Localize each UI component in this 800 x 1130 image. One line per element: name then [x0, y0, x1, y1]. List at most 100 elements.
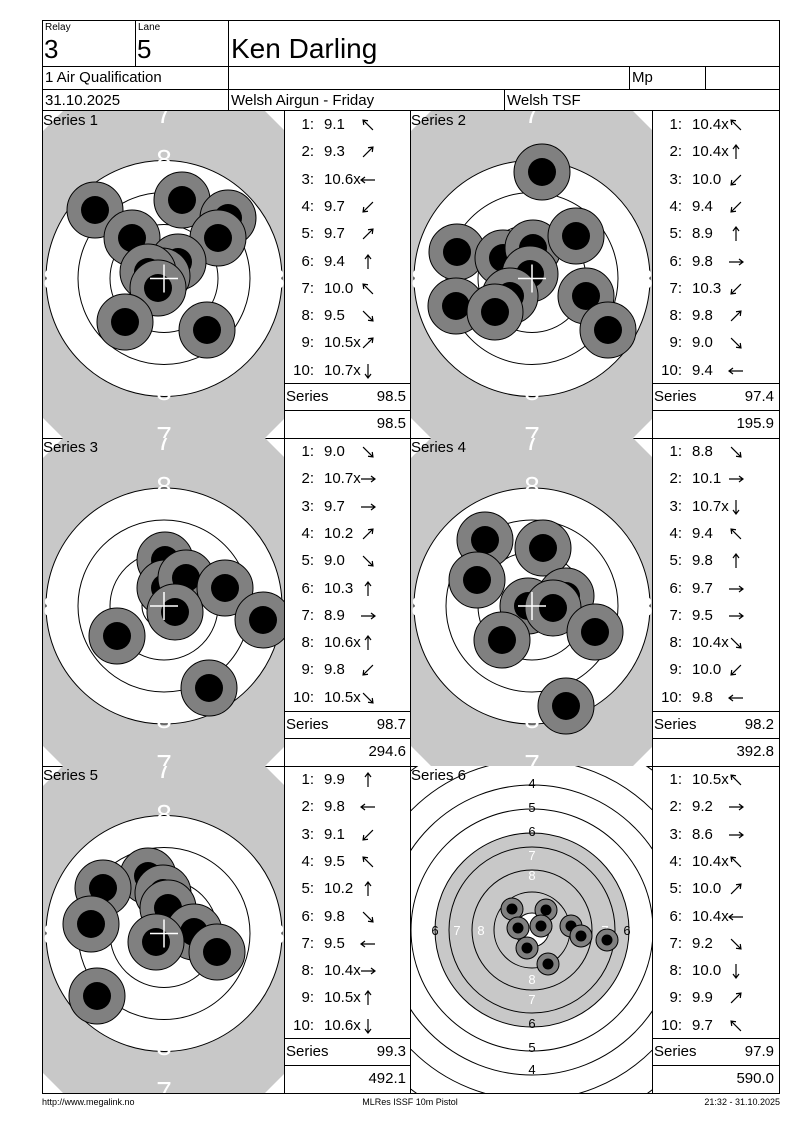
ring-number: 6	[528, 1016, 535, 1031]
target-zoom-5: 7 8 8 7 8 8	[43, 766, 285, 1093]
lane-label: Lane	[138, 22, 161, 33]
shot-value: 10.4x	[692, 852, 729, 870]
shot-value: 9.9	[324, 771, 345, 788]
shot-value: 10.6x	[324, 170, 361, 188]
shot-number: 7:	[669, 279, 682, 297]
direction-arrow-icon	[730, 119, 742, 131]
direction-arrow-icon	[360, 940, 375, 948]
shot-value: 9.2	[692, 798, 713, 816]
shot-number: 4:	[301, 852, 314, 870]
shot-number: 10:	[661, 361, 682, 379]
cumulative-total-value: 590.0	[736, 1070, 774, 1087]
target-zoom-1: 7 8 8 7 8 8	[43, 111, 285, 438]
ring-number: 8	[43, 591, 59, 622]
ring-number: 8	[637, 591, 653, 622]
shot-value: 9.5	[692, 606, 713, 624]
shot-value: 9.8	[692, 252, 713, 270]
shot-number: 7:	[301, 606, 314, 624]
target-zoom-4: 7 8 8 7 8 8	[411, 438, 653, 766]
ring-number: 8	[156, 703, 172, 734]
shot-value: 9.5	[324, 852, 345, 870]
shot-value: 10.0	[692, 962, 722, 980]
ring-number: 6	[431, 923, 438, 938]
shot-number: 9:	[301, 334, 314, 352]
shot-value: 10.4x	[692, 116, 729, 133]
direction-arrow-icon	[730, 310, 742, 322]
shot-number: 6:	[301, 907, 314, 925]
direction-arrow-icon	[729, 585, 744, 592]
organizer-name: Welsh TSF	[507, 92, 581, 109]
direction-arrow-icon	[732, 499, 740, 515]
direction-arrow-icon	[362, 146, 374, 158]
ring-number: 4	[528, 776, 535, 791]
ring-number: 8	[156, 144, 172, 175]
direction-arrow-icon	[361, 967, 376, 975]
direction-arrow-icon	[364, 635, 372, 651]
direction-arrow-icon	[362, 665, 374, 677]
direction-arrow-icon	[364, 881, 372, 897]
relay-value: 3	[44, 34, 59, 64]
shot-value: 10.2	[324, 524, 354, 542]
ring-number: 6	[623, 923, 630, 938]
series-total-value: 98.2	[744, 716, 774, 733]
direction-arrow-icon	[362, 337, 374, 349]
shot-value: 9.4	[692, 361, 713, 379]
ring-number: 6	[528, 824, 535, 839]
shot-number: 5:	[669, 880, 682, 898]
shot-value: 10.4x	[692, 634, 729, 652]
shot-value: 10.4x	[692, 907, 729, 925]
ring-number: 8	[156, 1030, 172, 1061]
shot-number: 6:	[669, 579, 682, 597]
shot-number: 8:	[301, 307, 314, 325]
ring-number: 8	[477, 923, 484, 938]
footer-system: MLRes ISSF 10m Pistol	[362, 1097, 458, 1107]
ring-number: 8	[411, 591, 427, 622]
shot-number: 4:	[301, 524, 314, 542]
ring-number: 5	[528, 800, 535, 815]
ring-number: 8	[524, 375, 540, 406]
shot-value: 10.5x	[324, 989, 361, 1007]
direction-arrow-icon	[728, 367, 743, 375]
shot-number: 8:	[669, 307, 682, 325]
shot-number: 3:	[301, 170, 314, 188]
shot-value: 10.4x	[692, 143, 729, 161]
shot-number: 2:	[669, 798, 682, 816]
shot-number: 4:	[669, 852, 682, 870]
direction-arrow-icon	[732, 226, 740, 242]
shot-value: 10.0	[692, 170, 722, 188]
series-title-6: Series 6	[411, 767, 467, 784]
ring-number: 8	[156, 799, 172, 830]
shot-value: 9.8	[692, 688, 713, 706]
shot-value: 9.8	[324, 798, 345, 816]
direction-arrow-icon	[364, 580, 372, 596]
series-total-label: Series	[286, 388, 329, 405]
direction-arrow-icon	[730, 938, 742, 950]
cumulative-total-value: 195.9	[736, 415, 774, 432]
shot-number: 10:	[661, 1016, 682, 1034]
shot-value: 9.1	[324, 116, 345, 133]
direction-arrow-icon	[364, 990, 372, 1006]
ring-number: 7	[156, 438, 172, 456]
shot-value: 9.3	[324, 143, 345, 161]
shot-value: 10.2	[324, 880, 354, 898]
direction-arrow-icon	[729, 803, 744, 811]
shot-value: 8.9	[324, 606, 345, 624]
shot-number: 1:	[669, 443, 682, 460]
direction-arrow-icon	[730, 1020, 742, 1032]
shot-number: 3:	[301, 497, 314, 515]
ring-number: 8	[156, 375, 172, 406]
footer-url[interactable]: http://www.megalink.no	[42, 1097, 135, 1107]
shot-number: 8:	[301, 962, 314, 980]
ring-number: 7	[156, 749, 172, 766]
shot-number: 1:	[669, 771, 682, 788]
shot-number: 5:	[669, 225, 682, 243]
shot-number: 1:	[301, 443, 314, 460]
shot-number: 4:	[301, 197, 314, 215]
ring-number: 8	[43, 919, 59, 950]
direction-arrow-icon	[730, 446, 742, 458]
ring-number: 7	[524, 749, 540, 766]
direction-arrow-icon	[362, 228, 374, 240]
shot-value: 9.8	[324, 661, 345, 679]
series-title-3: Series 3	[43, 439, 99, 456]
shot-number: 6:	[669, 907, 682, 925]
